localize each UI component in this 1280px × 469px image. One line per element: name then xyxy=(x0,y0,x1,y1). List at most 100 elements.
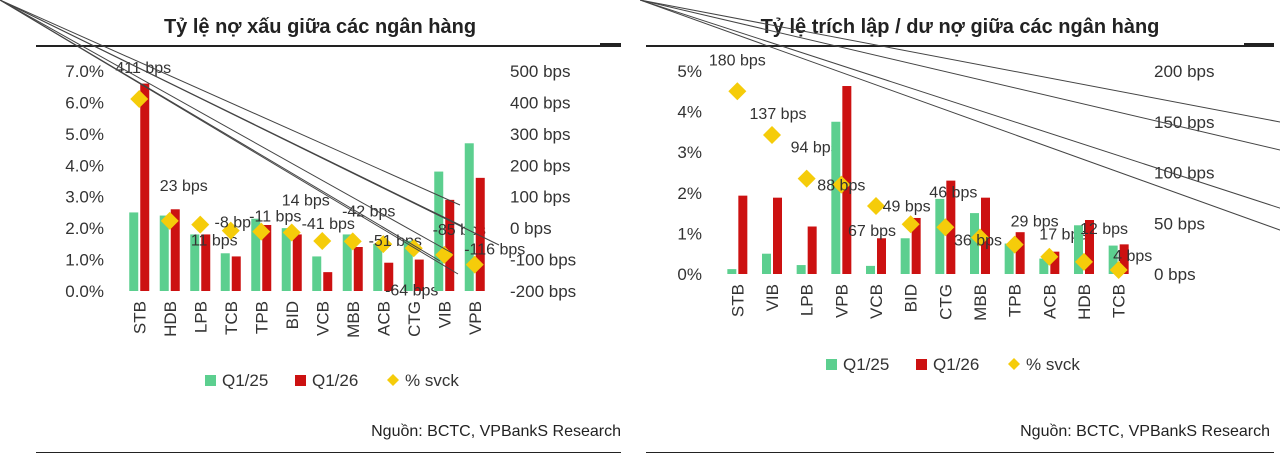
bar-q1-26 xyxy=(170,209,180,291)
y-tick-label: 0% xyxy=(677,265,702,284)
x-tick-label: HDB xyxy=(1075,284,1094,320)
bar-q1-26 xyxy=(445,199,455,291)
npl-chart-panel: Tỷ lệ nợ xấu giữa các ngân hàng 0.0% 1.0%… xyxy=(0,0,621,453)
marker-svck xyxy=(343,232,362,251)
bottom-rule xyxy=(36,452,621,453)
title-rule-accent xyxy=(1244,43,1274,46)
data-label: 12 bps xyxy=(1080,221,1128,238)
x-tick-label: VIB xyxy=(435,301,454,328)
bar-q1-26 xyxy=(1085,220,1094,274)
bar-q1-25 xyxy=(373,243,383,291)
title-rule-accent xyxy=(600,43,621,46)
label-leader-line xyxy=(0,0,459,275)
data-label: 23 bps xyxy=(160,178,208,195)
bar-q1-26 xyxy=(140,83,150,291)
data-label: 4 bps xyxy=(1113,248,1152,265)
bar-q1-25 xyxy=(129,212,139,291)
y2-tick-label: 200 bps xyxy=(510,156,571,175)
marker-svck xyxy=(1075,252,1093,271)
bar-q1-26 xyxy=(1119,244,1129,274)
y2-tick-label: 400 bps xyxy=(510,93,571,112)
bar-q1-25 xyxy=(159,215,169,291)
bar-q1-26 xyxy=(262,225,272,291)
x-tick-label: BID xyxy=(902,284,921,312)
marker-svck xyxy=(832,175,851,194)
marker-svck xyxy=(1005,235,1024,254)
x-tick-label: HDB xyxy=(161,301,180,337)
bar-q1-26 xyxy=(807,226,817,274)
y2-tick-label: -100 bps xyxy=(510,251,576,270)
bar-q1-25 xyxy=(342,234,352,291)
x-tick-label: VCB xyxy=(867,284,886,319)
legend-swatch xyxy=(1008,358,1020,370)
y-tick-label: 4% xyxy=(677,103,702,122)
y2-tick-label: 500 bps xyxy=(510,62,571,81)
bar-q1-25 xyxy=(1074,225,1083,274)
x-tick-label: TCB xyxy=(1110,284,1129,318)
bar-q1-25 xyxy=(1004,243,1014,274)
label-leader-line xyxy=(0,0,453,254)
data-label: -116 bps xyxy=(464,242,525,259)
legend-label: % svck xyxy=(405,371,459,390)
source-note: Nguồn: BCTC, VPBankS Research xyxy=(371,423,621,440)
chart-title: Tỷ lệ trích lập / dư nợ giữa các ngân hà… xyxy=(760,16,1160,38)
data-label: 137 bps xyxy=(750,106,807,123)
data-label: 14 bps xyxy=(282,193,330,210)
bar-q1-25 xyxy=(762,253,771,274)
provision-chart-panel: Tỷ lệ trích lập / dư nợ giữa các ngân hà… xyxy=(640,0,1280,469)
bar-q1-25 xyxy=(727,269,737,274)
x-tick-label: LPB xyxy=(191,301,210,333)
source-note: Nguồn: BCTC, VPBankS Research xyxy=(1020,423,1270,440)
x-tick-label: STB xyxy=(728,284,747,317)
y-tick-label: 2.0% xyxy=(65,219,104,238)
bar-q1-25 xyxy=(900,238,910,274)
bar-q1-26 xyxy=(353,247,363,291)
x-tick-label: BID xyxy=(283,301,302,329)
data-label: 49 bps xyxy=(883,198,931,215)
y-tick-label: 1% xyxy=(677,224,702,243)
label-leader-line xyxy=(640,0,1280,209)
data-label: 11 bps xyxy=(191,233,238,250)
bar-q1-26 xyxy=(1050,251,1060,274)
x-tick-label: TCB xyxy=(222,301,241,335)
data-label: -42 bps xyxy=(342,203,395,220)
y-tick-label: 2% xyxy=(677,184,702,203)
bar-q1-26 xyxy=(292,234,302,291)
data-label: -41 bps xyxy=(302,216,355,233)
bar-q1-26 xyxy=(323,272,333,291)
marker-svck xyxy=(763,125,781,144)
bar-q1-25 xyxy=(1039,258,1049,274)
marker-svck xyxy=(252,222,271,241)
marker-svck xyxy=(1040,247,1059,266)
bar-q1-25 xyxy=(281,228,291,291)
bottom-rule xyxy=(646,452,1274,453)
x-tick-label: ACB xyxy=(1040,284,1059,319)
legend-label: Q1/26 xyxy=(933,355,979,374)
bar-q1-25 xyxy=(312,256,322,291)
y-tick-label: 3% xyxy=(677,143,702,162)
provision-chart-svg: 0% 1% 2% 3% 4% 5% 0 bps 50 bps 100 bps 150 bps 200… xyxy=(640,0,1280,374)
x-tick-label: TPB xyxy=(252,301,271,334)
legend-label: Q1/25 xyxy=(222,371,268,390)
title-rule xyxy=(36,45,621,47)
bar-q1-26 xyxy=(475,177,485,291)
bar-q1-26 xyxy=(842,86,852,274)
marker-svck xyxy=(867,196,885,215)
bar-q1-26 xyxy=(201,234,211,291)
y-tick-label: 5.0% xyxy=(65,125,104,144)
bar-q1-25 xyxy=(464,143,474,291)
marker-svck xyxy=(160,211,179,230)
data-label: -11 bps xyxy=(249,209,301,226)
legend-label: % svck xyxy=(1026,355,1080,374)
marker-svck xyxy=(282,223,301,242)
bar-q1-26 xyxy=(414,259,424,291)
x-tick-label: TPB xyxy=(1006,284,1025,317)
label-leader-line xyxy=(0,0,461,206)
marker-svck xyxy=(130,89,149,108)
bar-q1-26 xyxy=(738,195,748,274)
marker-svck xyxy=(374,235,393,254)
bar-q1-26 xyxy=(231,256,241,291)
legend-swatch xyxy=(295,375,306,386)
marker-svck xyxy=(191,215,210,234)
y2-tick-label: 200 bps xyxy=(1154,62,1215,81)
